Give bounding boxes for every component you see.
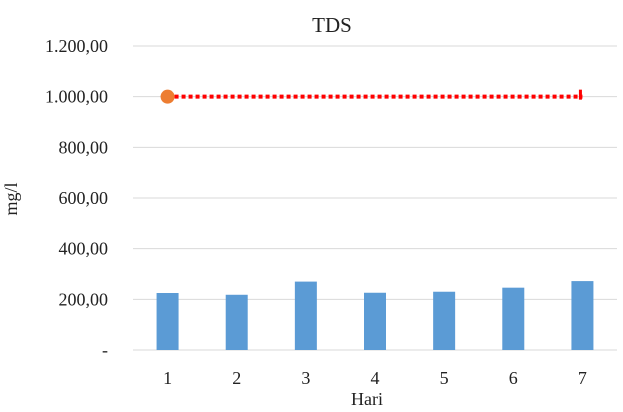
x-axis-label: Hari (351, 389, 383, 409)
bar-series (156, 281, 594, 350)
y-tick-label-4: 800,00 (59, 137, 109, 157)
x-tick-label-1: 1 (163, 368, 172, 388)
x-tick-label-2: 2 (232, 368, 241, 388)
chart-title: TDS (312, 13, 352, 37)
y-axis-label: mg/l (1, 182, 21, 215)
x-tick-label-6: 6 (509, 368, 518, 388)
bar-4 (364, 292, 386, 350)
x-tick-label-4: 4 (371, 368, 380, 388)
x-tick-label-3: 3 (301, 368, 310, 388)
x-tick-label-5: 5 (440, 368, 449, 388)
bar-7 (571, 281, 594, 350)
y-tick-label-1: 200,00 (59, 289, 109, 309)
limit-line-marker (160, 89, 175, 104)
bar-6 (502, 287, 525, 350)
y-tick-label-2: 400,00 (59, 239, 109, 259)
y-tick-label-0: - (102, 340, 108, 360)
y-axis-ticks: - 200,00 400,00 600,00 800,00 1.000,00 1.200,0… (45, 36, 108, 360)
x-axis-ticks: 1 2 3 4 5 6 7 (163, 368, 587, 388)
bar-5 (433, 291, 456, 350)
reference-line-series (160, 89, 583, 104)
y-tick-label-3: 600,00 (59, 188, 109, 208)
x-tick-label-7: 7 (578, 368, 587, 388)
y-tick-label-5: 1.000,00 (45, 87, 108, 107)
bar-2 (225, 294, 248, 350)
y-tick-label-6: 1.200,00 (45, 36, 108, 56)
gridlines (133, 45, 617, 351)
bar-1 (156, 293, 179, 350)
bar-3 (294, 281, 317, 350)
